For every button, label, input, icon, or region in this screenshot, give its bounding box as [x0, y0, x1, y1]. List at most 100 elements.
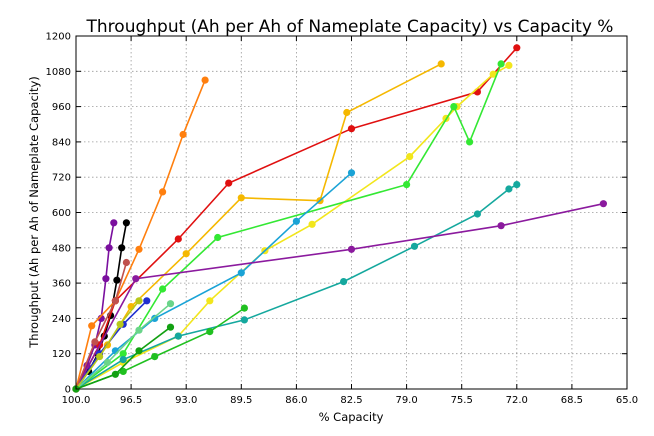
data-point: [132, 275, 140, 283]
x-axis-label: % Capacity: [319, 410, 384, 424]
data-point: [119, 367, 127, 375]
y-tick-label: 1080: [46, 67, 71, 78]
data-point: [489, 70, 497, 78]
y-tick-label: 1200: [46, 32, 71, 43]
data-point: [103, 358, 112, 367]
data-point: [343, 108, 351, 117]
data-point: [473, 210, 481, 218]
data-point: [182, 250, 190, 258]
data-point: [91, 338, 99, 346]
x-tick-label: 75.5: [451, 395, 473, 406]
data-point: [119, 356, 127, 364]
series-line: [75, 262, 128, 390]
series-line: [75, 172, 353, 390]
y-tick-label: 600: [52, 208, 71, 219]
data-point: [135, 326, 143, 334]
data-point: [206, 328, 214, 336]
data-point: [308, 220, 316, 228]
chart-title: Throughput (Ah per Ah of Nameplate Capac…: [86, 17, 614, 37]
data-point: [179, 130, 187, 139]
data-point: [225, 179, 233, 187]
data-point: [240, 304, 248, 312]
y-tick-label: 120: [52, 349, 71, 360]
x-tick-label: 79.0: [395, 395, 417, 406]
y-axis-label: Throughput (Ah per Ah of Nameplate Capac…: [27, 76, 41, 349]
y-tick-label: 720: [52, 173, 71, 184]
data-point: [174, 332, 182, 340]
data-point: [347, 245, 356, 253]
data-point: [513, 44, 521, 52]
y-tick-label: 840: [52, 137, 71, 148]
data-point: [505, 185, 513, 193]
data-point: [135, 297, 143, 305]
data-point: [437, 60, 445, 68]
data-point: [237, 194, 245, 202]
data-point: [340, 278, 348, 286]
data-point: [347, 169, 356, 177]
data-point: [410, 242, 419, 250]
series-line: [75, 303, 172, 390]
x-tick-label: 96.5: [120, 395, 142, 406]
series-line: [75, 47, 518, 390]
data-point: [450, 103, 458, 111]
series-line: [75, 300, 140, 390]
data-point: [466, 138, 474, 146]
data-point: [122, 258, 130, 267]
axis-layer: 100.0 96.5 93.0 89.5 86.0 82.5 79.0 75.5 72.0 68.…: [46, 32, 639, 407]
data-point: [105, 244, 113, 252]
data-point: [406, 153, 414, 161]
data-point: [201, 76, 209, 84]
data-point: [292, 217, 300, 225]
series-line: [75, 63, 502, 390]
x-tick-label: 72.0: [506, 395, 528, 406]
data-point: [513, 181, 521, 189]
grid-layer: [76, 36, 627, 389]
data-point: [347, 125, 356, 133]
data-point: [119, 350, 127, 358]
data-point: [206, 297, 214, 305]
data-point: [143, 297, 151, 305]
data-point: [240, 316, 248, 324]
data-point: [116, 320, 124, 328]
data-point: [159, 285, 167, 293]
data-point: [122, 219, 130, 227]
y-tick-label: 360: [52, 279, 71, 290]
data-point: [159, 188, 167, 196]
series-cell-violet: [72, 200, 608, 393]
data-point: [111, 297, 119, 305]
data-point: [166, 323, 175, 331]
y-tick-label: 240: [52, 314, 71, 325]
data-point: [166, 300, 175, 308]
data-point: [135, 245, 143, 253]
series-line: [75, 326, 171, 390]
data-point: [135, 347, 143, 355]
x-tick-label: 82.5: [340, 395, 362, 406]
x-tick-label: 93.0: [175, 395, 197, 406]
data-point: [497, 60, 505, 68]
x-tick-label: 68.5: [561, 395, 583, 406]
y-tick-label: 480: [52, 243, 71, 254]
x-tick-label: 65.0: [616, 395, 638, 406]
data-point: [96, 353, 104, 361]
data-point: [113, 276, 121, 284]
data-point: [102, 275, 110, 283]
data-point: [88, 322, 96, 330]
data-point: [497, 222, 505, 230]
data-point: [151, 353, 159, 361]
data-point: [214, 233, 222, 242]
x-tick-label: 100.0: [62, 395, 91, 406]
data-point: [505, 61, 513, 69]
x-tick-label: 86.0: [285, 395, 307, 406]
data-point: [403, 181, 411, 189]
y-tick-label: 0: [65, 385, 71, 396]
data-point: [118, 244, 126, 252]
x-tick-label: 89.5: [230, 395, 252, 406]
y-tick-label: 960: [52, 102, 71, 113]
data-point: [237, 269, 245, 277]
data-point: [111, 370, 119, 378]
data-point: [174, 235, 182, 243]
data-point: [151, 314, 159, 322]
data-point: [599, 200, 608, 208]
data-point: [110, 219, 118, 227]
